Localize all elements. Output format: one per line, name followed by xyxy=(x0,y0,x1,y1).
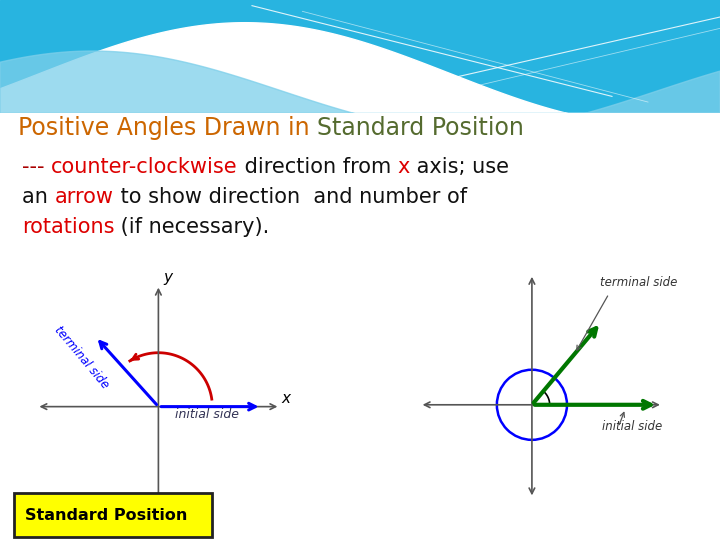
Text: counter-clockwise: counter-clockwise xyxy=(51,157,238,177)
Text: arrow: arrow xyxy=(55,187,114,207)
Text: terminal side: terminal side xyxy=(51,323,111,392)
Text: ---: --- xyxy=(22,157,51,177)
Text: Standard Position: Standard Position xyxy=(25,508,188,523)
Polygon shape xyxy=(0,51,720,130)
Text: x: x xyxy=(282,391,290,406)
Text: x: x xyxy=(397,157,410,177)
Text: Standard Position: Standard Position xyxy=(317,116,524,140)
Text: rotations: rotations xyxy=(22,218,114,238)
Text: to show direction  and number of: to show direction and number of xyxy=(114,187,467,207)
Text: direction from: direction from xyxy=(238,157,397,177)
Polygon shape xyxy=(0,0,720,113)
Text: axis; use: axis; use xyxy=(410,157,509,177)
Polygon shape xyxy=(0,23,720,125)
Text: (if necessary).: (if necessary). xyxy=(114,218,270,238)
Text: initial side: initial side xyxy=(175,408,239,421)
Text: an: an xyxy=(22,187,55,207)
Text: initial side: initial side xyxy=(602,421,662,434)
Text: Positive Angles Drawn in: Positive Angles Drawn in xyxy=(18,116,317,140)
Text: y: y xyxy=(163,271,172,286)
Text: terminal side: terminal side xyxy=(600,275,677,288)
